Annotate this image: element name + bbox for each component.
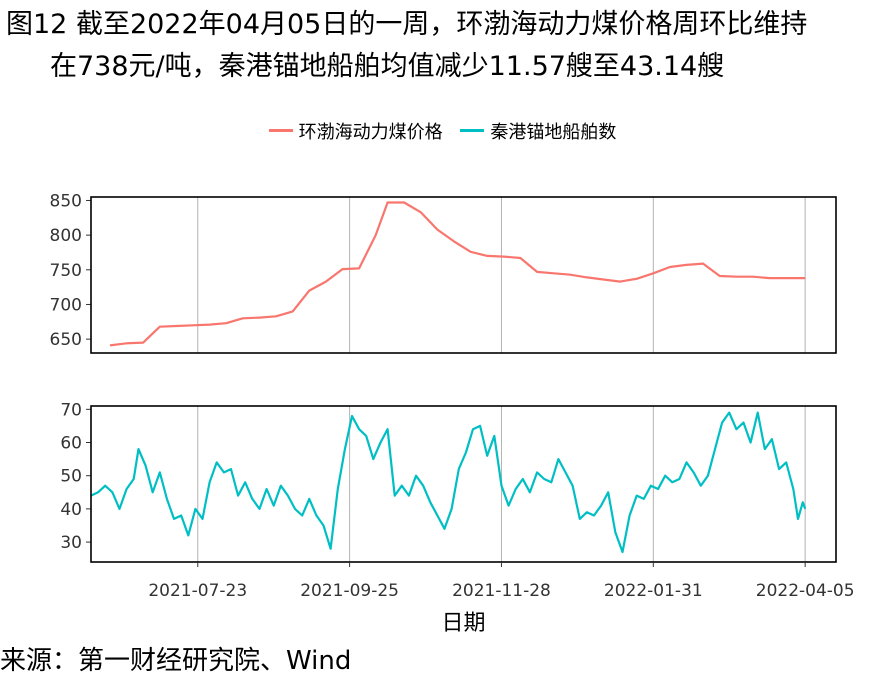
y-tick-label-2-2: 40 — [60, 500, 82, 520]
source-note: 来源：第一财经研究院、Wind — [0, 646, 352, 676]
x-axis-title: 日期 — [441, 611, 485, 636]
y-tick-label-2-3: 50 — [60, 467, 82, 487]
y-tick-label-1-3: 750 — [50, 261, 82, 281]
legend-item-ships: 秦港锚地船舶数 — [460, 118, 616, 144]
panel-frame-2 — [90, 405, 837, 563]
title-line-2: 在738元/吨，秦港锚地船舶均值减少11.57艘至43.14艘 — [50, 51, 725, 82]
y-tick-label-1-4: 800 — [50, 226, 82, 246]
x-tick-label-2: 2021-09-25 — [300, 581, 399, 601]
chart-title: 图12 截至2022年04月05日的一周，环渤海动力煤价格周环比维持 在738元… — [6, 4, 881, 88]
y-tick-label-2-5: 70 — [60, 400, 82, 420]
legend-swatch-ships — [460, 129, 485, 132]
chart-svg: 650 700 750 800 850 30 40 50 60 70 2021-07-23 2021-… — [50, 191, 855, 636]
y-tick-label-1-2: 700 — [50, 295, 82, 315]
y-tick-label-2-1: 30 — [60, 533, 82, 553]
series-line-ships — [90, 411, 807, 554]
y-tick-label-2-4: 60 — [60, 434, 82, 454]
series-line-price — [109, 201, 806, 347]
legend-label-ships: 秦港锚地船舶数 — [490, 121, 617, 143]
y-tick-label-1-1: 650 — [50, 330, 82, 350]
x-tick-label-1: 2021-07-23 — [148, 581, 247, 601]
legend-label-price: 环渤海动力煤价格 — [298, 121, 443, 143]
title-line-1: 图12 截至2022年04月05日的一周，环渤海动力煤价格周环比维持 — [6, 9, 808, 40]
panel-frame-1 — [90, 196, 837, 354]
x-tick-label-5: 2022-04-05 — [756, 581, 855, 601]
x-tick-label-3: 2021-11-28 — [452, 581, 551, 601]
y-tick-label-1-5: 850 — [50, 191, 82, 211]
legend-item-price: 环渤海动力煤价格 — [268, 118, 443, 144]
x-tick-label-4: 2022-01-31 — [604, 581, 703, 601]
legend-swatch-price — [268, 129, 293, 132]
legend: 环渤海动力煤价格 秦港锚地船舶数 — [0, 116, 885, 144]
